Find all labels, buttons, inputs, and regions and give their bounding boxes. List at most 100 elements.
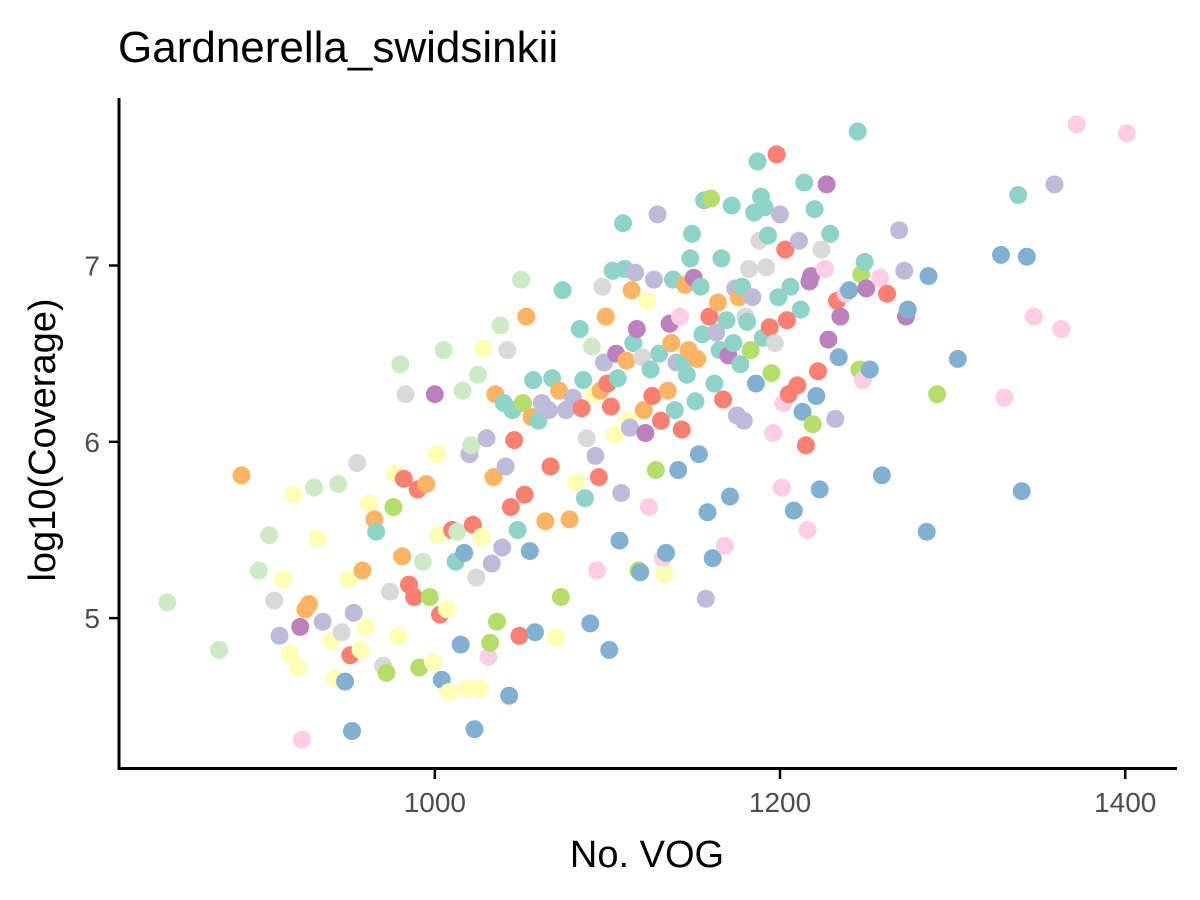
data-point	[829, 348, 848, 367]
y-tick-label: 5	[84, 603, 100, 634]
data-point	[292, 730, 311, 749]
data-point	[249, 561, 268, 580]
data-point	[617, 351, 636, 370]
data-point	[367, 522, 386, 541]
data-point	[515, 485, 534, 504]
data-point	[755, 198, 774, 217]
data-point	[760, 318, 779, 337]
data-point	[762, 364, 781, 383]
data-point	[289, 658, 308, 677]
data-point	[1067, 115, 1086, 134]
data-point	[681, 249, 700, 268]
data-point	[491, 316, 510, 335]
data-point	[425, 385, 444, 404]
data-point	[500, 686, 519, 705]
data-point	[488, 612, 506, 631]
data-point	[381, 582, 399, 601]
y-axis-title: log10(Coverage)	[22, 298, 64, 581]
data-point	[803, 415, 822, 434]
data-point	[665, 401, 684, 420]
data-point	[809, 362, 827, 381]
data-point	[705, 374, 724, 393]
data-point	[434, 341, 453, 360]
data-point	[1012, 482, 1031, 501]
data-point	[872, 466, 891, 485]
data-point	[890, 221, 909, 240]
data-point	[712, 249, 731, 268]
data-point	[757, 258, 776, 277]
data-point	[795, 173, 814, 192]
data-point	[698, 503, 717, 522]
data-point	[848, 122, 867, 141]
data-point	[669, 461, 688, 479]
data-point	[715, 536, 734, 555]
data-point	[396, 385, 415, 404]
data-point	[1009, 186, 1028, 204]
data-point	[560, 510, 579, 529]
data-point	[645, 270, 663, 289]
data-point	[860, 360, 879, 379]
data-point	[356, 617, 375, 636]
data-point	[798, 521, 817, 539]
data-point	[332, 623, 351, 642]
data-point	[462, 436, 481, 455]
data-point	[512, 270, 531, 289]
data-point	[740, 260, 758, 278]
data-point	[796, 436, 815, 455]
data-point	[427, 445, 446, 464]
data-point	[655, 565, 674, 584]
data-point	[551, 588, 570, 606]
data-point	[389, 626, 408, 645]
data-point	[812, 240, 831, 259]
data-point	[871, 268, 890, 287]
data-point	[878, 284, 896, 303]
data-point	[417, 475, 436, 494]
data-point	[536, 512, 555, 531]
data-point	[821, 224, 840, 243]
data-point	[662, 334, 681, 353]
data-point	[802, 267, 821, 286]
data-point	[601, 397, 620, 416]
data-point	[683, 224, 701, 243]
data-point	[634, 401, 653, 420]
data-point	[810, 480, 829, 499]
data-point	[484, 468, 503, 487]
data-point	[391, 355, 410, 374]
data-point	[405, 588, 424, 606]
data-point	[928, 385, 947, 404]
data-point	[510, 626, 529, 645]
data-point	[232, 466, 251, 485]
data-point	[855, 253, 874, 271]
data-point	[791, 300, 810, 319]
data-point	[394, 469, 413, 488]
data-point	[781, 277, 800, 296]
data-point	[819, 330, 838, 349]
data-point	[765, 334, 784, 353]
data-point	[393, 547, 412, 566]
data-point	[948, 349, 967, 368]
data-point	[313, 612, 332, 631]
data-point	[455, 543, 474, 562]
data-point	[689, 445, 708, 464]
data-point	[280, 644, 299, 663]
y-tick-label: 7	[84, 251, 100, 282]
data-point	[482, 554, 501, 573]
data-point	[831, 307, 850, 326]
data-point	[771, 205, 789, 224]
data-point	[643, 387, 662, 405]
data-point	[451, 635, 470, 654]
data-point	[477, 429, 496, 448]
data-point	[517, 307, 536, 326]
data-point	[769, 288, 788, 307]
data-point	[577, 429, 596, 448]
data-point	[344, 603, 363, 622]
x-axis-ticks: 1000 1200 1400	[404, 770, 1156, 818]
data-point	[641, 360, 660, 379]
data-point	[764, 424, 783, 442]
data-point	[776, 240, 795, 259]
data-point	[437, 600, 456, 619]
data-point	[210, 640, 229, 659]
data-point	[648, 205, 667, 224]
data-point	[501, 498, 520, 517]
data-point	[479, 647, 498, 666]
